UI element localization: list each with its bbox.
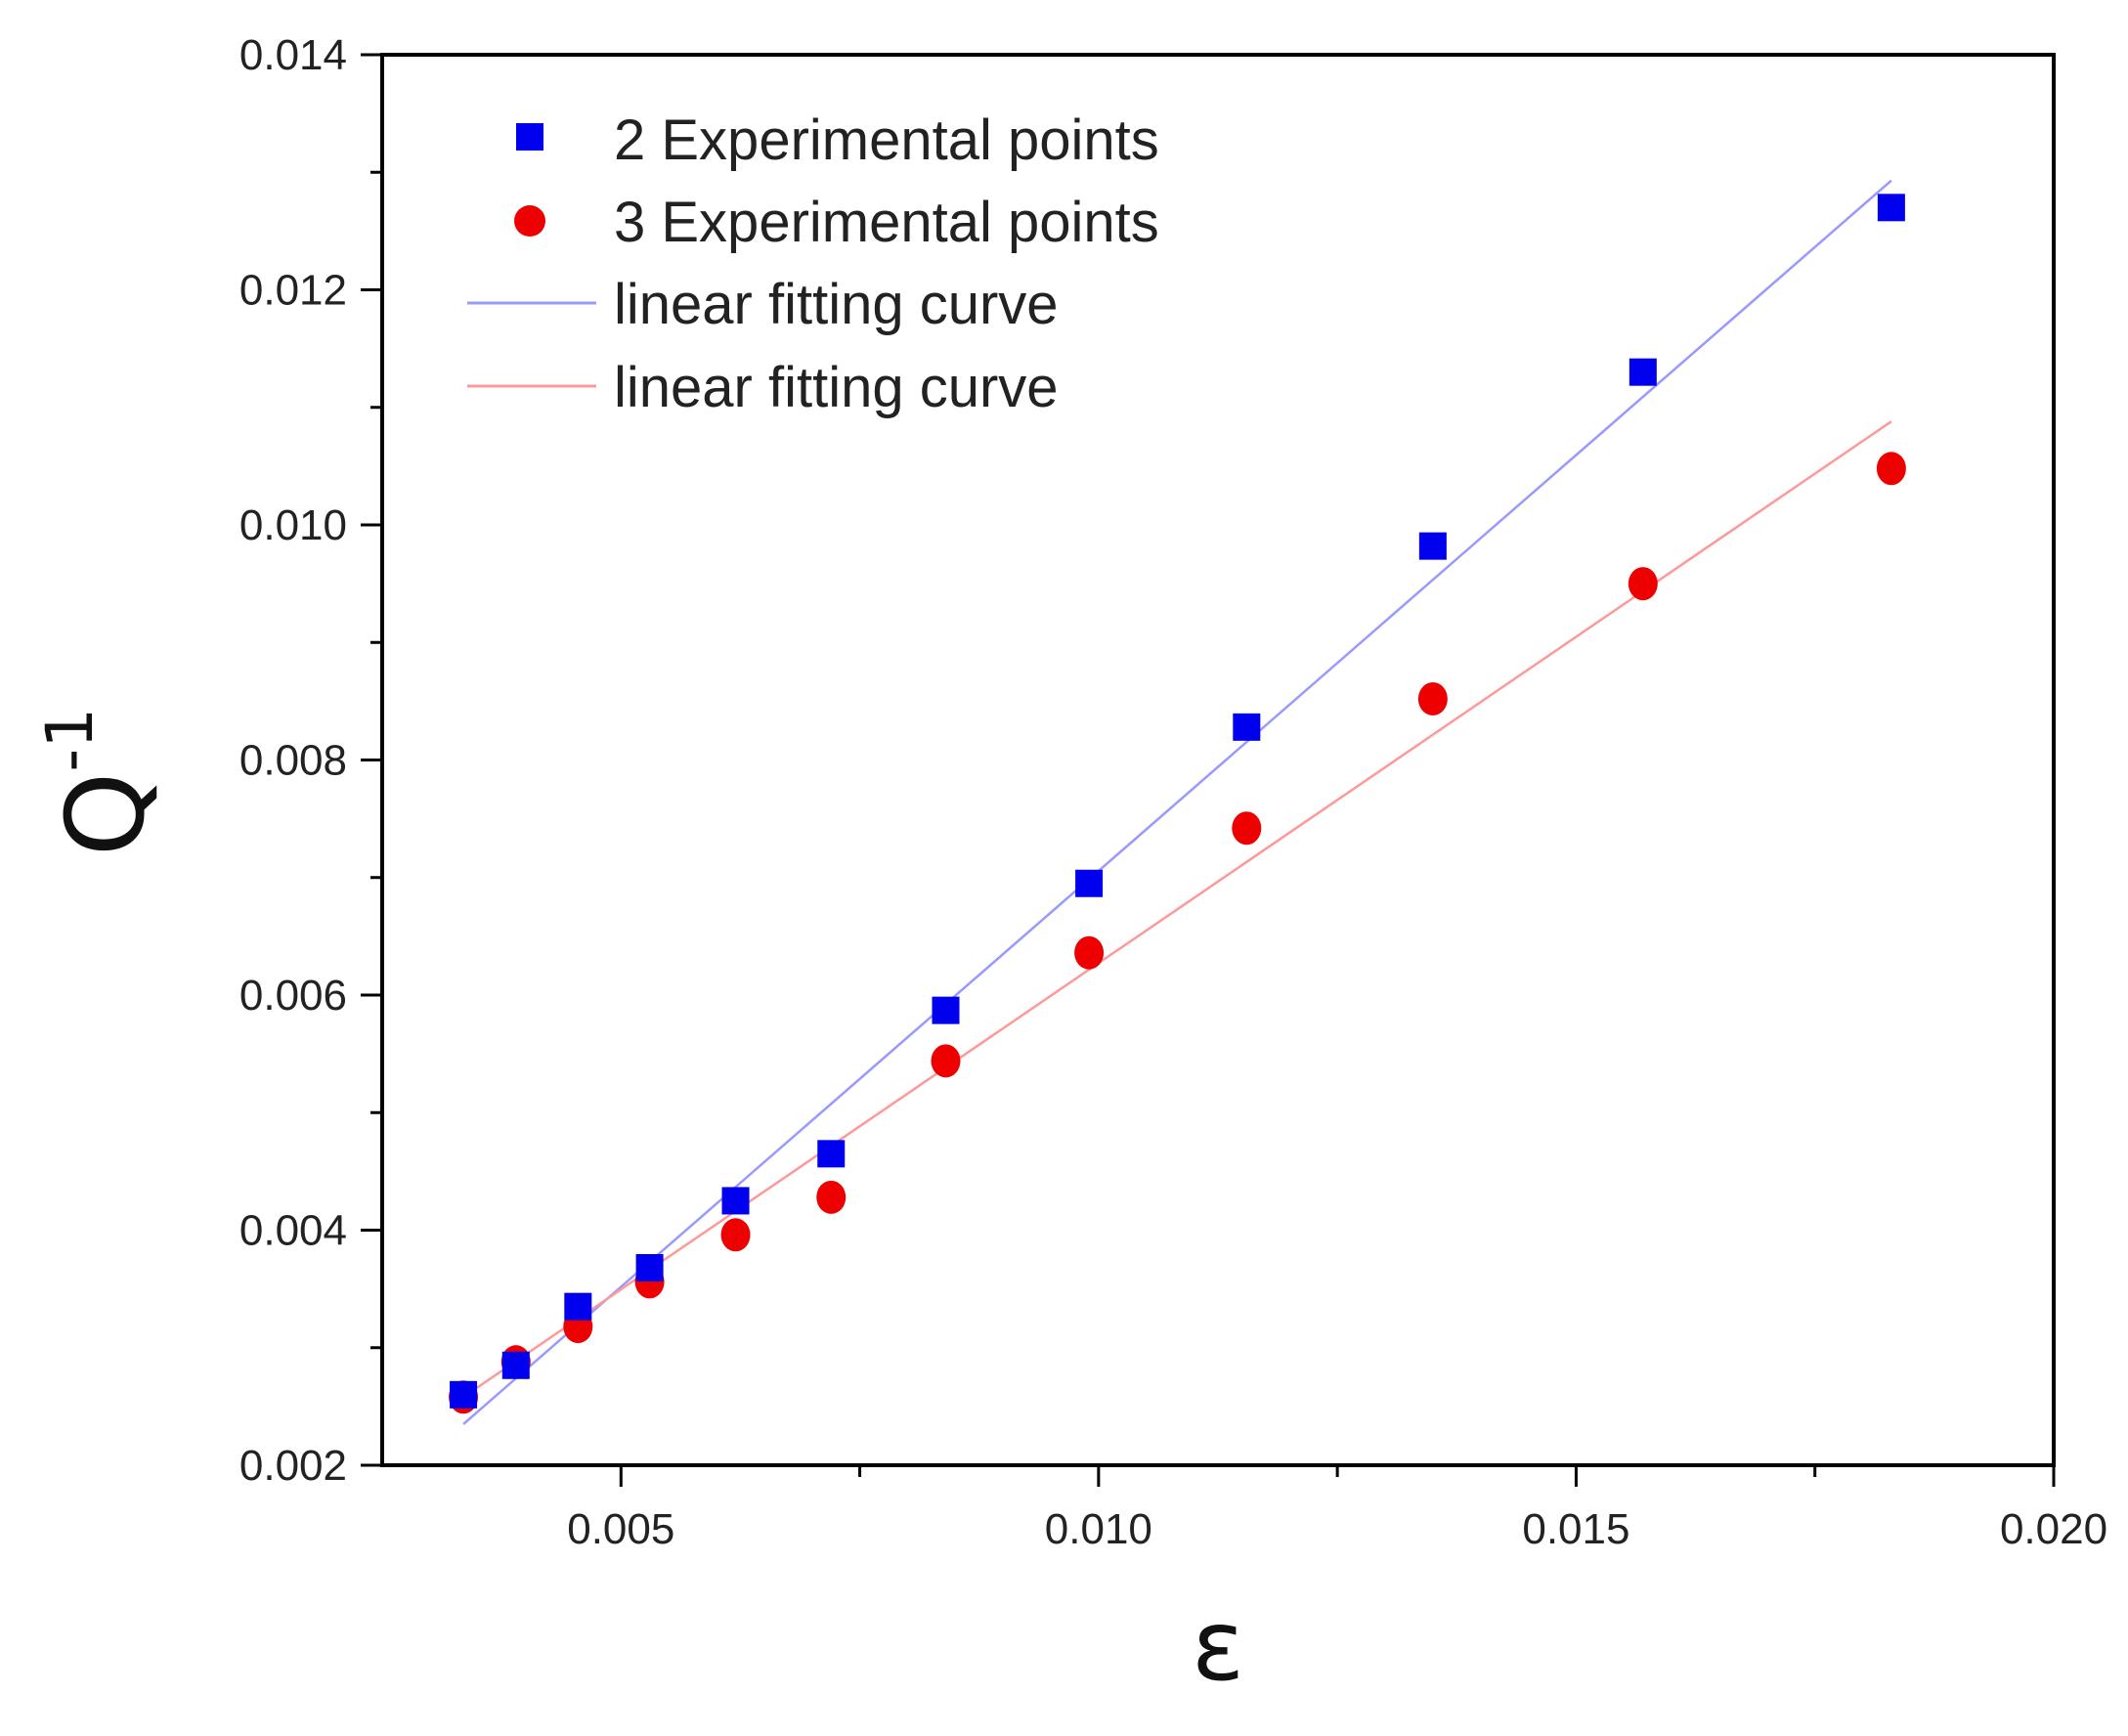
tick-labels: 0.005 0.010 0.015 0.020 0.002 0.004 0.006 0.008… <box>239 31 2107 1553</box>
y-tick-label: 0.002 <box>239 1442 347 1490</box>
circle-point <box>1876 452 1906 486</box>
circle-point <box>1074 935 1105 970</box>
square-point <box>1629 358 1657 386</box>
square-point <box>635 1253 664 1281</box>
plot-frame <box>380 53 2056 1467</box>
square-point <box>721 1187 750 1215</box>
square-point <box>1233 713 1261 741</box>
legend-marker-square <box>516 123 543 151</box>
square-point <box>1075 869 1104 897</box>
circle-point <box>931 1044 961 1078</box>
square-point <box>817 1140 846 1168</box>
x-tick-label: 0.005 <box>567 1505 674 1553</box>
x-tick-label: 0.010 <box>1045 1505 1152 1553</box>
axis-ticks <box>361 53 2056 1487</box>
legend-label-fit-1: linear fitting curve <box>614 273 1059 336</box>
legend-label-series-1: 2 Experimental points <box>614 108 1159 172</box>
square-point <box>1877 194 1905 222</box>
circle-point <box>816 1180 847 1214</box>
circle-point <box>1628 567 1658 601</box>
legend-label-fit-2: linear fitting curve <box>614 356 1059 419</box>
y-tick-label: 0.014 <box>239 31 347 79</box>
fit-line-2 <box>462 420 1892 1399</box>
y-tick-label: 0.008 <box>239 737 347 785</box>
circle-point <box>1232 811 1262 846</box>
square-point <box>450 1380 478 1409</box>
y-tick-label: 0.010 <box>239 501 347 549</box>
y-tick-label: 0.012 <box>239 267 347 315</box>
legend-label-series-2: 3 Experimental points <box>614 191 1159 254</box>
legend-marker-circle <box>514 205 545 237</box>
square-point <box>932 996 960 1024</box>
svg-text:Q-1: Q-1 <box>32 708 168 856</box>
y-tick-label: 0.004 <box>239 1207 347 1255</box>
x-tick-label: 0.015 <box>1522 1505 1629 1553</box>
y-axis-title: Q-1 <box>32 708 168 856</box>
y-tick-label: 0.006 <box>239 972 347 1020</box>
y-axis-title-base: Q <box>43 772 168 857</box>
x-axis-title: ε <box>1192 1588 1244 1703</box>
y-axis-title-superscript: -1 <box>32 708 108 772</box>
square-point <box>1418 532 1447 560</box>
circle-point <box>720 1218 751 1252</box>
x-tick-label: 0.020 <box>2000 1505 2107 1553</box>
circle-point <box>1417 681 1448 716</box>
legend: 2 Experimental points 3 Experimental poi… <box>467 108 1159 419</box>
data-markers <box>449 194 1906 1414</box>
fit-line-1 <box>462 179 1892 1425</box>
square-point <box>564 1292 592 1321</box>
square-point <box>501 1351 530 1379</box>
